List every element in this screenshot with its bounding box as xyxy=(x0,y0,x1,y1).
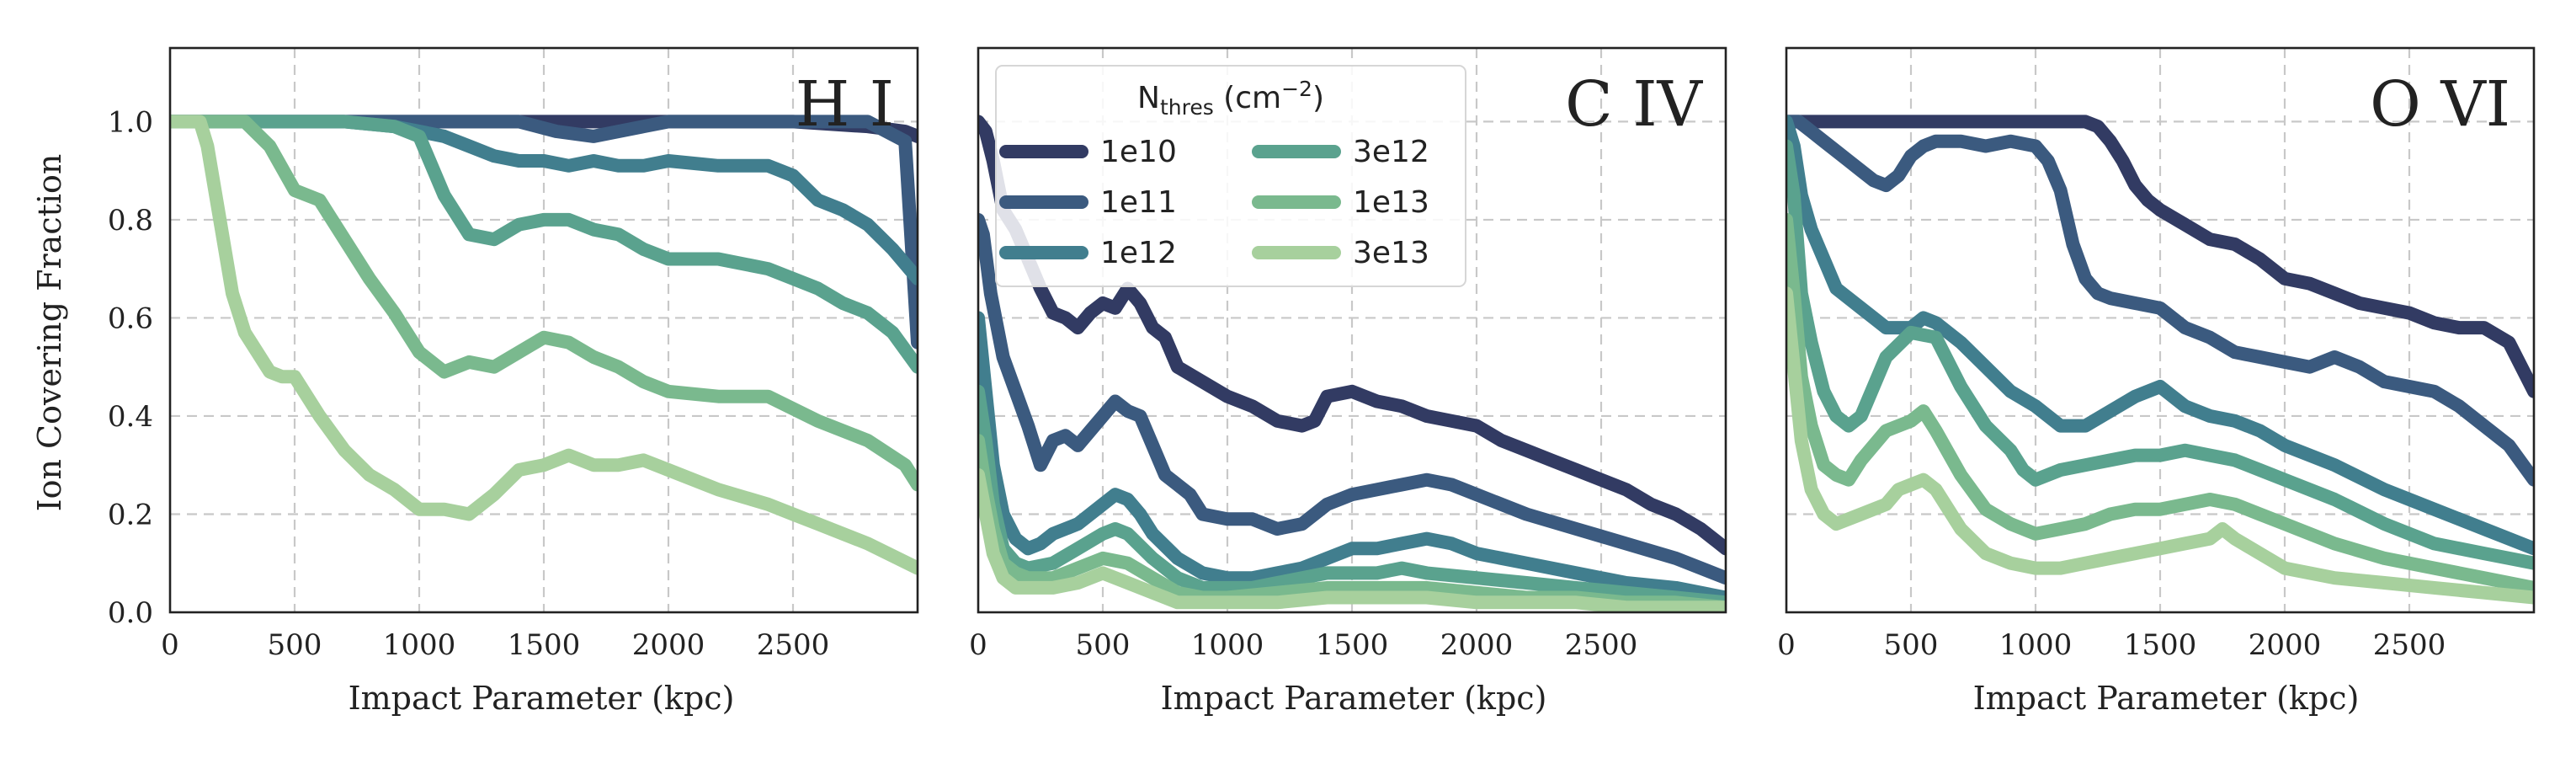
legend-label-1e12: 1e12 xyxy=(1100,236,1177,270)
series-line-1e11 xyxy=(978,212,1726,585)
legend-label-3e13: 3e13 xyxy=(1353,236,1429,270)
x-tick-label: 1500 xyxy=(1316,628,1389,662)
x-tick-label: 2500 xyxy=(2373,628,2446,662)
x-tick-label: 2000 xyxy=(1440,628,1514,662)
legend-label-1e11: 1e11 xyxy=(1100,185,1177,220)
x-tick-label: 500 xyxy=(1884,628,1939,662)
series-line-3e13 xyxy=(978,467,1726,612)
legend-box xyxy=(995,65,1466,287)
series-line-1e10 xyxy=(1786,115,2534,398)
x-tick-label: 0 xyxy=(1777,628,1796,662)
x-tick-label: 2500 xyxy=(757,628,830,662)
y-tick-label: 0.2 xyxy=(108,498,153,531)
series-line-1e13 xyxy=(170,115,918,492)
legend: Nthres (cm−2) 1e10 1e11 1e12 3e12 1e13 3e13 xyxy=(995,65,1466,287)
series-line-1e12 xyxy=(170,115,918,286)
series-group xyxy=(1786,115,2534,605)
x-tick-label: 0 xyxy=(969,628,987,662)
x-tick-label: 2500 xyxy=(1565,628,1638,662)
series-line-1e11 xyxy=(1786,115,2534,487)
series-line-1e12 xyxy=(1786,115,2534,556)
panel-civ: 0 500 1000 1500 2000 2500 C IV xyxy=(969,46,1727,662)
plot-frame xyxy=(1785,46,2536,614)
plot-frame xyxy=(168,46,919,614)
panel-title-o-vi: O VI xyxy=(2370,68,2510,141)
series-line-1e10 xyxy=(978,115,1726,556)
series-group xyxy=(170,115,918,575)
x-tick-label: 1000 xyxy=(1191,628,1264,662)
x-axis-label-civ: Impact Parameter (kpc) xyxy=(1161,680,1547,717)
panel-title-h-i: H I xyxy=(796,68,894,141)
y-tick-label: 0.8 xyxy=(108,204,153,238)
x-tick-label: 0 xyxy=(161,628,179,662)
x-tick-label: 2000 xyxy=(632,628,705,662)
series-group xyxy=(978,115,1726,612)
legend-label-3e12: 3e12 xyxy=(1353,135,1429,169)
plot-frame xyxy=(977,46,1727,614)
x-tick-label: 2000 xyxy=(2249,628,2322,662)
y-axis-label: Ion Covering Fraction xyxy=(31,154,68,512)
x-tick-label: 1000 xyxy=(383,628,456,662)
series-line-3e13 xyxy=(170,115,918,575)
x-tick-label: 1500 xyxy=(2124,628,2197,662)
panel-title-c-iv: C IV xyxy=(1565,68,1703,141)
x-tick-label: 500 xyxy=(1076,628,1131,662)
legend-label-1e13: 1e13 xyxy=(1353,185,1429,220)
y-tick-label: 1.0 xyxy=(108,105,153,139)
series-line-3e12 xyxy=(1786,139,2534,570)
x-axis-label-ovi: Impact Parameter (kpc) xyxy=(1973,680,2360,717)
legend-entries: 1e10 1e11 1e12 3e12 1e13 3e13 xyxy=(999,135,1429,270)
y-tick-label: 0.0 xyxy=(108,596,153,630)
x-tick-label: 1000 xyxy=(1999,628,2073,662)
panel-hi: 0 500 1000 1500 2000 2500 0.0 0.2 0.4 0.6 0.8 1.0 H … xyxy=(108,46,919,662)
series-line-3e12 xyxy=(978,384,1726,610)
x-tick-label: 500 xyxy=(268,628,322,662)
x-axis-label-hi: Impact Parameter (kpc) xyxy=(349,680,735,717)
series-line-1e13 xyxy=(1786,212,2534,595)
series-line-3e12 xyxy=(170,115,918,374)
series-line-1e12 xyxy=(978,311,1726,605)
y-tick-label: 0.6 xyxy=(108,302,153,335)
panel-ovi: 0 500 1000 1500 2000 2500 O VI xyxy=(1777,46,2536,662)
series-line-3e13 xyxy=(1786,286,2534,605)
y-tick-label: 0.4 xyxy=(108,400,153,434)
x-tick-label: 1500 xyxy=(508,628,581,662)
legend-label-1e10: 1e10 xyxy=(1100,135,1177,169)
legend-title: Nthres (cm−2) xyxy=(1137,77,1324,120)
